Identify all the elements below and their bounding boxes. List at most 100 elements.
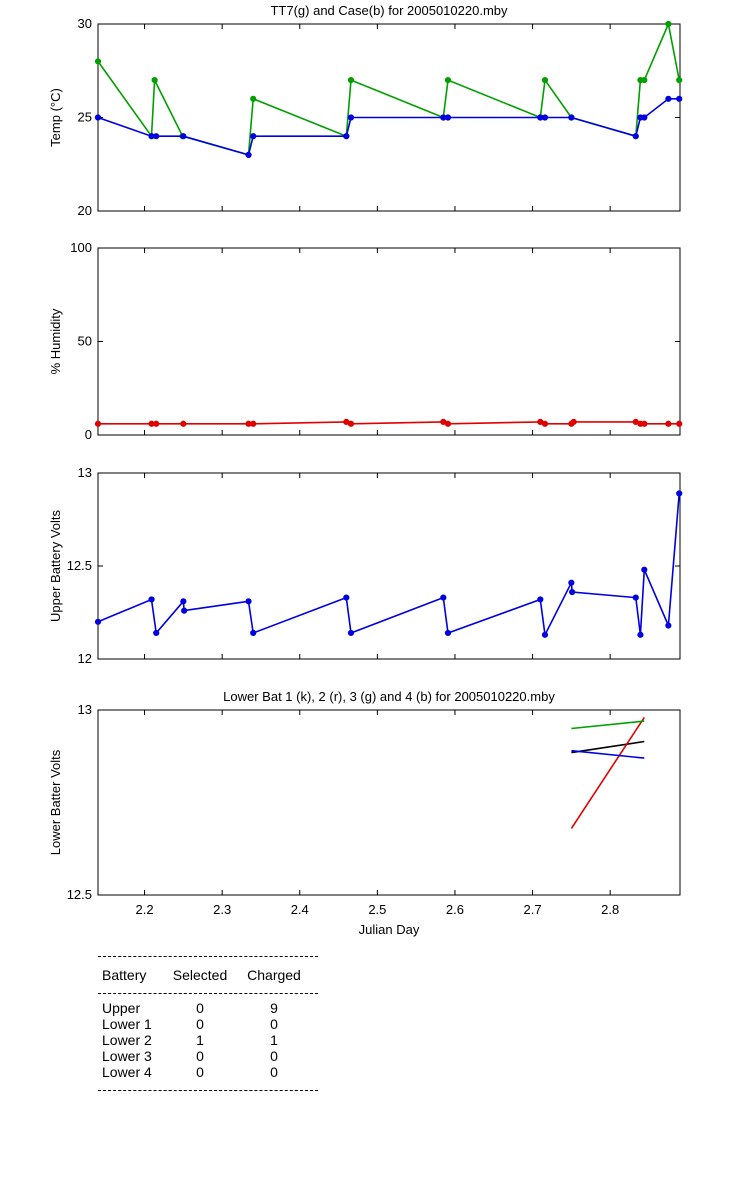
data-point bbox=[444, 629, 452, 637]
y-tick-label: 0 bbox=[85, 427, 92, 442]
y-tick-label: 20 bbox=[78, 203, 92, 218]
table-row: Upper 0 9 bbox=[98, 1000, 318, 1016]
data-point bbox=[347, 629, 355, 637]
table-header-selected: Selected bbox=[172, 967, 228, 983]
data-point bbox=[665, 20, 672, 28]
y-tick-label: 13 bbox=[78, 465, 92, 480]
chart-title: TT7(g) and Case(b) for 2005010220.mby bbox=[270, 3, 508, 18]
data-point bbox=[444, 420, 452, 427]
data-point bbox=[641, 77, 648, 84]
y-tick-label: 30 bbox=[78, 16, 92, 31]
data-point bbox=[568, 579, 575, 586]
series-line bbox=[570, 716, 645, 829]
y-axis-label: Upper Battery Volts bbox=[48, 510, 63, 622]
table-cell: Lower 3 bbox=[102, 1048, 152, 1064]
x-tick-label: 2.8 bbox=[601, 902, 619, 917]
series-line bbox=[97, 98, 680, 156]
y-axis-label: Temp (°C) bbox=[48, 88, 63, 147]
table-cell: 9 bbox=[270, 1000, 278, 1016]
data-point bbox=[568, 114, 575, 121]
data-point bbox=[541, 631, 549, 638]
table-divider-top bbox=[98, 956, 318, 957]
table-divider-mid bbox=[98, 993, 318, 994]
y-tick-label: 50 bbox=[78, 334, 92, 349]
data-point bbox=[347, 77, 355, 84]
data-point bbox=[250, 420, 257, 427]
data-point bbox=[94, 114, 102, 121]
data-point bbox=[569, 588, 576, 596]
x-axis-label: Julian Day bbox=[359, 922, 420, 937]
data-point bbox=[444, 77, 452, 84]
x-tick-label: 2.2 bbox=[136, 902, 154, 917]
data-point bbox=[94, 618, 102, 625]
table-row: Lower 4 0 0 bbox=[98, 1064, 318, 1080]
y-axis-label: % Humidity bbox=[48, 308, 63, 374]
table-cell: 0 bbox=[270, 1048, 278, 1064]
data-point bbox=[637, 631, 644, 638]
table-header-charged: Charged bbox=[247, 967, 301, 983]
x-tick-label: 2.3 bbox=[213, 902, 231, 917]
data-point bbox=[250, 629, 257, 637]
data-point bbox=[245, 151, 252, 158]
data-point bbox=[676, 420, 683, 427]
data-point bbox=[250, 95, 257, 102]
data-point bbox=[665, 622, 672, 629]
table-cell: 0 bbox=[196, 1000, 204, 1016]
chart-title: Lower Bat 1 (k), 2 (r), 3 (g) and 4 (b) … bbox=[223, 689, 555, 704]
table-cell: 0 bbox=[270, 1016, 278, 1032]
table-cell: 0 bbox=[196, 1064, 204, 1080]
table-cell: 1 bbox=[270, 1032, 278, 1048]
data-point bbox=[347, 114, 355, 121]
data-point bbox=[641, 566, 648, 573]
data-point bbox=[347, 420, 355, 427]
table-header-row: Battery Selected Charged bbox=[98, 957, 318, 993]
table-row: Lower 2 1 1 bbox=[98, 1032, 318, 1048]
table-cell: Lower 4 bbox=[102, 1064, 152, 1080]
x-tick-label: 2.6 bbox=[446, 902, 464, 917]
x-tick-label: 2.5 bbox=[368, 902, 386, 917]
data-point bbox=[676, 77, 683, 84]
data-point bbox=[541, 77, 549, 84]
series-line bbox=[97, 493, 680, 638]
data-point bbox=[641, 420, 648, 427]
series-line bbox=[571, 720, 645, 730]
battery-table: Battery Selected Charged Upper 0 9 Lower… bbox=[98, 956, 318, 1091]
data-point bbox=[180, 598, 187, 605]
plot-frame bbox=[97, 709, 681, 896]
data-point bbox=[541, 114, 549, 121]
table-row: Lower 1 0 0 bbox=[98, 1016, 318, 1032]
y-tick-label: 13 bbox=[78, 702, 92, 717]
data-point bbox=[180, 133, 187, 140]
x-tick-label: 2.4 bbox=[291, 902, 309, 917]
y-tick-label: 12 bbox=[78, 651, 92, 666]
plot-frame bbox=[97, 472, 681, 660]
data-point bbox=[94, 58, 102, 65]
data-point bbox=[151, 77, 158, 84]
data-point bbox=[632, 133, 639, 140]
data-point bbox=[665, 420, 672, 427]
data-point bbox=[537, 596, 544, 603]
y-tick-label: 12.5 bbox=[67, 887, 92, 902]
table-header-battery: Battery bbox=[102, 967, 147, 983]
table-divider-bottom bbox=[98, 1090, 318, 1091]
series-line bbox=[571, 749, 645, 759]
data-point bbox=[343, 133, 350, 140]
data-point bbox=[180, 420, 187, 427]
table-cell: Lower 1 bbox=[102, 1016, 152, 1032]
data-point bbox=[343, 594, 350, 601]
table-row: Lower 3 0 0 bbox=[98, 1048, 318, 1064]
data-point bbox=[94, 420, 102, 427]
data-point bbox=[676, 95, 683, 102]
data-point bbox=[444, 114, 452, 121]
table-cell: 0 bbox=[270, 1064, 278, 1080]
data-point bbox=[641, 114, 648, 121]
plot-frame bbox=[97, 247, 681, 436]
y-axis-label: Lower Batter Volts bbox=[48, 749, 63, 855]
data-point bbox=[570, 418, 577, 426]
data-point bbox=[676, 490, 683, 497]
data-point bbox=[250, 133, 257, 140]
data-point bbox=[440, 594, 447, 601]
y-tick-label: 12.5 bbox=[67, 558, 92, 573]
table-cell: Upper bbox=[102, 1000, 141, 1016]
